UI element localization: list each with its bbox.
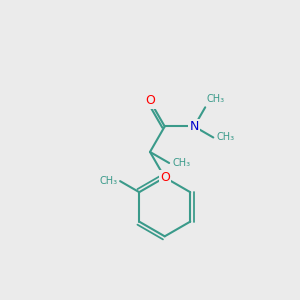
Text: CH₃: CH₃ [216,133,234,142]
Text: CH₃: CH₃ [207,94,225,104]
Text: O: O [160,171,170,184]
Text: N: N [190,120,199,133]
Text: CH₃: CH₃ [172,158,190,168]
Text: O: O [145,94,155,107]
Text: CH₃: CH₃ [99,176,117,186]
